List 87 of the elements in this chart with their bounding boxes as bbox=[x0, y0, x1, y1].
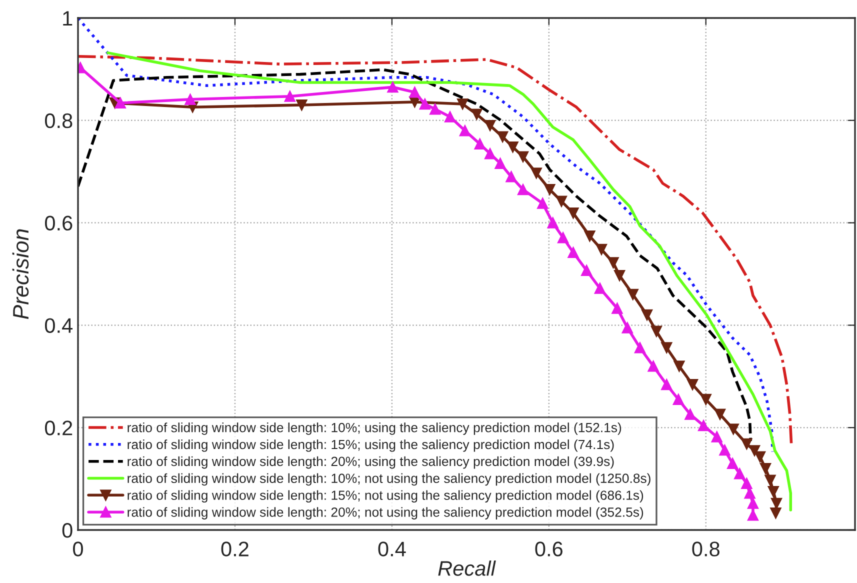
point bbox=[754, 451, 766, 462]
x-axis-title: Recall bbox=[438, 560, 496, 576]
point bbox=[641, 309, 653, 321]
point bbox=[741, 438, 752, 450]
point bbox=[719, 444, 730, 456]
point bbox=[744, 488, 756, 499]
point bbox=[581, 264, 592, 276]
point bbox=[627, 288, 638, 300]
point bbox=[614, 270, 626, 282]
point bbox=[430, 104, 441, 115]
point bbox=[444, 111, 456, 122]
point bbox=[700, 394, 712, 405]
point bbox=[770, 498, 782, 509]
point bbox=[596, 244, 608, 255]
x-tick-label: 0 bbox=[73, 542, 83, 556]
point bbox=[459, 125, 470, 136]
point bbox=[674, 360, 685, 372]
point bbox=[768, 486, 779, 498]
point bbox=[714, 408, 726, 420]
x-tick-label: 0.4 bbox=[378, 542, 406, 556]
legend-label: ratio of sliding window side length: 10%; not using the saliency prediction model (1250.8s) bbox=[128, 473, 650, 486]
point bbox=[557, 232, 569, 244]
point bbox=[530, 168, 542, 179]
y-tick-label: 0.4 bbox=[44, 318, 73, 333]
point bbox=[734, 468, 746, 480]
point bbox=[568, 246, 579, 258]
point bbox=[741, 478, 752, 489]
point bbox=[727, 458, 738, 469]
y-tick-label: 0.2 bbox=[44, 420, 72, 436]
legend-label: ratio of sliding window side length: 20%; not using the saliency prediction model (352.5s) bbox=[128, 507, 644, 520]
point bbox=[457, 98, 468, 110]
y-tick-label: 1 bbox=[63, 11, 72, 26]
point bbox=[672, 394, 684, 405]
point bbox=[556, 196, 568, 207]
point bbox=[547, 217, 558, 228]
point bbox=[747, 498, 759, 509]
point bbox=[544, 184, 556, 196]
point bbox=[517, 151, 529, 162]
point bbox=[711, 431, 722, 442]
point bbox=[484, 120, 496, 132]
y-tick-label: 0.6 bbox=[44, 216, 72, 231]
point bbox=[684, 408, 696, 420]
point bbox=[594, 282, 606, 294]
x-tick-label: 0.2 bbox=[221, 542, 248, 556]
point bbox=[409, 86, 420, 98]
point bbox=[648, 360, 659, 372]
point bbox=[747, 510, 759, 521]
x-tick-label: 0.6 bbox=[535, 542, 562, 556]
point bbox=[387, 82, 398, 93]
point bbox=[760, 463, 772, 474]
point bbox=[661, 342, 672, 354]
point bbox=[537, 198, 548, 209]
point bbox=[296, 99, 308, 111]
point bbox=[494, 158, 506, 169]
point bbox=[608, 257, 619, 268]
point bbox=[184, 94, 196, 105]
point bbox=[517, 184, 529, 196]
point bbox=[698, 420, 710, 432]
point bbox=[497, 131, 508, 142]
point bbox=[612, 302, 623, 314]
point bbox=[661, 379, 672, 390]
point bbox=[728, 424, 739, 435]
point bbox=[622, 322, 633, 334]
point bbox=[507, 141, 518, 153]
legend-label: ratio of sliding window side length: 10%; using the saliency prediction model (152.1s) bbox=[128, 422, 622, 435]
point bbox=[474, 138, 486, 150]
point bbox=[506, 171, 517, 182]
x-tick-label: 0.8 bbox=[692, 542, 720, 556]
point bbox=[686, 379, 698, 390]
y-tick-label: 0.8 bbox=[44, 113, 72, 128]
legend-label: ratio of sliding window side length: 15%; not using the saliency prediction model (686.1s) bbox=[128, 490, 644, 503]
point bbox=[770, 508, 782, 519]
point bbox=[471, 108, 482, 120]
y-tick-label: 0 bbox=[62, 523, 72, 538]
y-axis-title: Precision bbox=[12, 229, 29, 320]
point bbox=[568, 208, 579, 219]
point bbox=[484, 148, 496, 160]
point bbox=[584, 230, 596, 242]
legend-label: ratio of sliding window side length: 20%; using the saliency prediction model (39.9s) bbox=[128, 456, 614, 469]
point bbox=[650, 326, 662, 337]
point bbox=[284, 90, 296, 102]
legend-label: ratio of sliding window side length: 15%; using the saliency prediction model (74.1s) bbox=[128, 439, 614, 452]
point bbox=[748, 445, 760, 456]
point bbox=[419, 98, 430, 110]
point bbox=[764, 474, 776, 486]
point bbox=[114, 97, 126, 109]
point bbox=[634, 342, 646, 354]
